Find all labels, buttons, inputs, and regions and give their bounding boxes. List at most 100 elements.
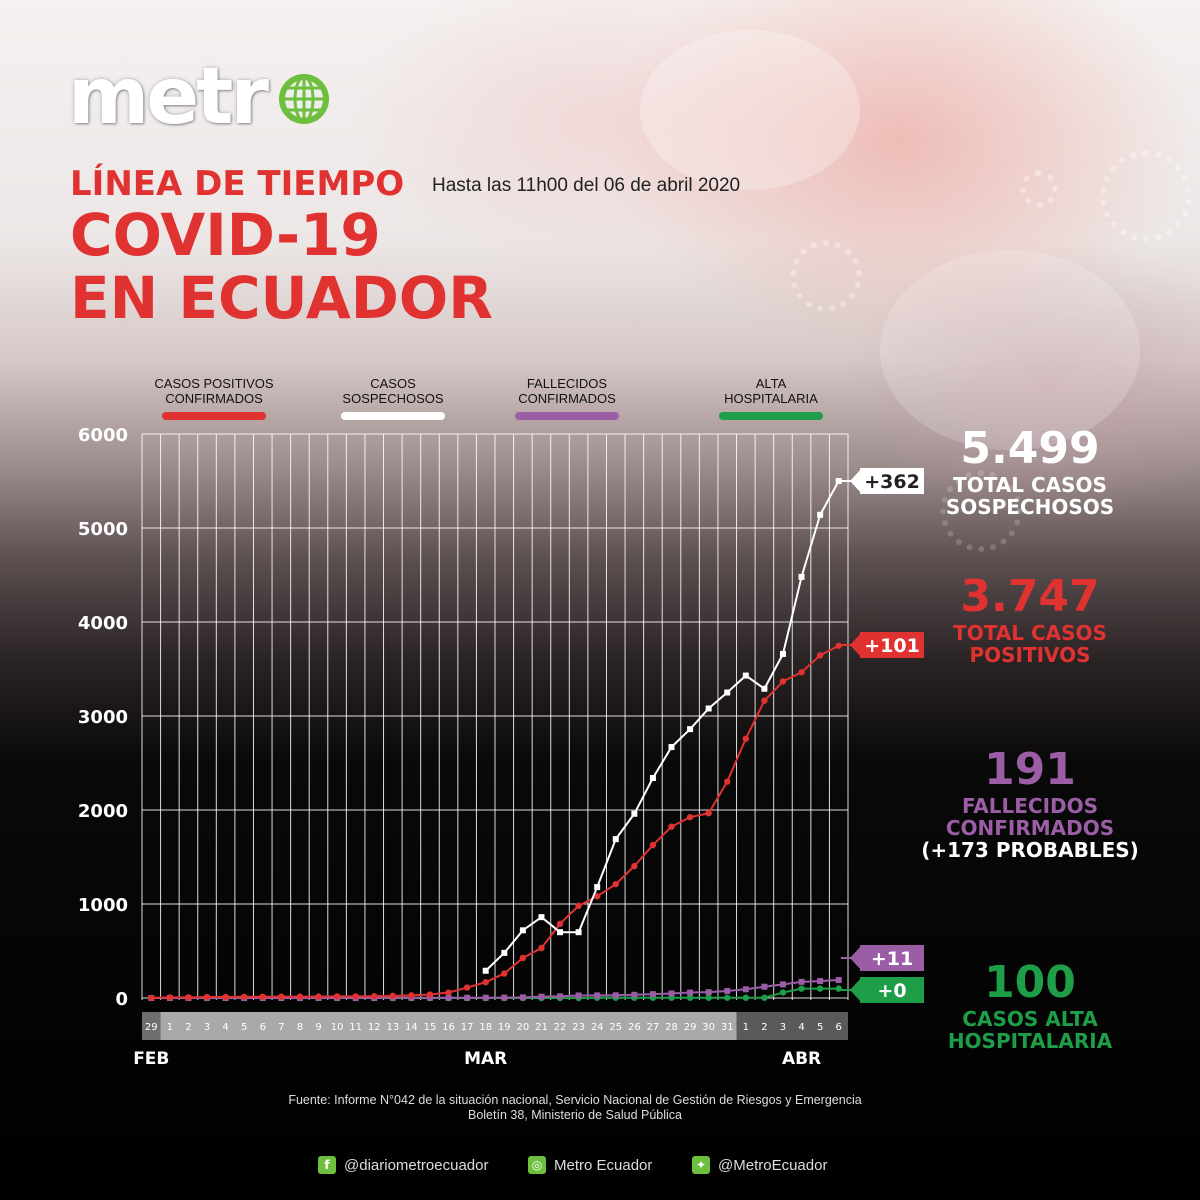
data-point (538, 944, 545, 952)
x-tick-label: 17 (461, 1022, 474, 1033)
x-tick-label: 2 (761, 1022, 767, 1033)
day-strip (142, 1012, 848, 1040)
legend-label: CONFIRMADOS (518, 391, 616, 406)
x-tick-label: 20 (517, 1022, 530, 1033)
data-point (519, 954, 527, 962)
x-tick-label: 8 (297, 1022, 303, 1033)
month-label: ABR (782, 1049, 821, 1069)
data-point (798, 978, 805, 985)
x-tick-label: 9 (315, 1022, 321, 1033)
stat-label: SOSPECHOSOS (945, 495, 1115, 519)
data-point (816, 985, 824, 992)
data-point (259, 993, 266, 1000)
legend-label: CASOS POSITIVOS (154, 376, 274, 391)
source-note: Fuente: Informe N°042 de la situación na… (180, 1093, 970, 1123)
april-day-strip (736, 1012, 848, 1040)
social-label: @diariometroecuador (344, 1156, 489, 1174)
legend-label: ALTA (755, 376, 787, 391)
x-tick-label: 4 (798, 1022, 804, 1033)
data-point (779, 678, 787, 685)
x-tick-label: 12 (368, 1022, 381, 1033)
data-point (631, 810, 638, 817)
x-tick-label: 27 (647, 1022, 660, 1033)
social-label: Metro Ecuador (554, 1156, 653, 1174)
x-tick-label: 5 (817, 1022, 823, 1033)
x-tick-label: 15 (424, 1022, 437, 1033)
data-point (631, 991, 638, 998)
x-tick-label: 30 (702, 1022, 715, 1033)
legend-label: SOSPECHOSOS (342, 391, 444, 406)
stat-value: 3.747 (960, 571, 1100, 622)
data-point (724, 994, 731, 1001)
data-point (575, 902, 582, 909)
x-tick-label: 25 (609, 1022, 622, 1033)
data-point (631, 862, 638, 870)
data-point (798, 985, 805, 992)
legend-item-alta: ALTA HOSPITALARIA (696, 376, 846, 420)
data-point (686, 994, 694, 1001)
callout-box (860, 945, 924, 971)
x-tick-label: 1 (743, 1022, 749, 1033)
data-point (240, 993, 248, 1000)
stat-label: TOTAL CASOS (953, 621, 1107, 645)
social-instagram[interactable]: ◎ Metro Ecuador (528, 1156, 652, 1174)
data-point (835, 642, 842, 649)
callout-box (860, 632, 924, 658)
stat-value: 100 (984, 957, 1076, 1008)
page-title-line2: EN ECUADOR (70, 264, 493, 332)
virus-particle-icon (790, 240, 862, 312)
data-point (482, 967, 489, 974)
data-point (389, 992, 397, 1000)
data-point (148, 994, 155, 1002)
data-label: +0 (877, 980, 906, 1002)
stat-value: 5.499 (960, 423, 1100, 474)
legend-item-sospechosos: CASOS SOSPECHOSOS (318, 376, 468, 420)
x-tick-label: 18 (479, 1022, 492, 1033)
logo-wordmark: metr (68, 52, 269, 142)
data-point (315, 993, 322, 1000)
data-point (296, 993, 304, 1000)
data-point (687, 989, 694, 996)
data-point (445, 994, 452, 1001)
x-tick-label: 13 (386, 1022, 399, 1033)
data-point (352, 993, 359, 1000)
callout-pointer (850, 468, 862, 494)
data-point (835, 985, 842, 992)
month-label: MAR (464, 1049, 507, 1069)
data-point (798, 669, 805, 676)
data-point (761, 994, 768, 1001)
data-point (501, 949, 508, 956)
data-point (557, 993, 564, 1000)
data-point (742, 994, 750, 1001)
x-tick-label: 22 (554, 1022, 567, 1033)
social-facebook[interactable]: f @diariometroecuador (318, 1156, 488, 1174)
data-point (649, 775, 656, 782)
social-twitter[interactable]: ✦ @MetroEcuador (692, 1156, 827, 1174)
stat-fallecidos: 191 FALLECIDOS CONFIRMADOS (+173 PROBABL… (900, 745, 1160, 862)
data-point (668, 744, 675, 751)
data-point (556, 920, 564, 928)
x-tick-label: 31 (721, 1022, 734, 1033)
data-point (724, 778, 731, 785)
x-tick-label: 6 (260, 1022, 266, 1033)
data-point (835, 977, 842, 984)
x-tick-label: 3 (204, 1022, 210, 1033)
x-tick-label: 5 (241, 1022, 247, 1033)
data-point (742, 735, 750, 742)
legend-label: FALLECIDOS (526, 376, 608, 391)
data-point (779, 981, 786, 988)
data-point (594, 992, 601, 999)
virus-illustration (880, 250, 1140, 450)
x-tick-label: 10 (331, 1022, 344, 1033)
data-point (761, 697, 768, 704)
data-point (668, 990, 675, 997)
x-tick-label: 1 (167, 1022, 173, 1033)
x-tick-label: 29 (684, 1022, 697, 1033)
y-tick-label: 6000 (78, 425, 128, 446)
x-tick-label: 19 (498, 1022, 511, 1033)
data-point (705, 809, 712, 817)
twitter-icon: ✦ (692, 1156, 710, 1174)
data-point (278, 993, 285, 1000)
month-label: FEB (133, 1049, 169, 1069)
facebook-icon: f (318, 1156, 336, 1174)
